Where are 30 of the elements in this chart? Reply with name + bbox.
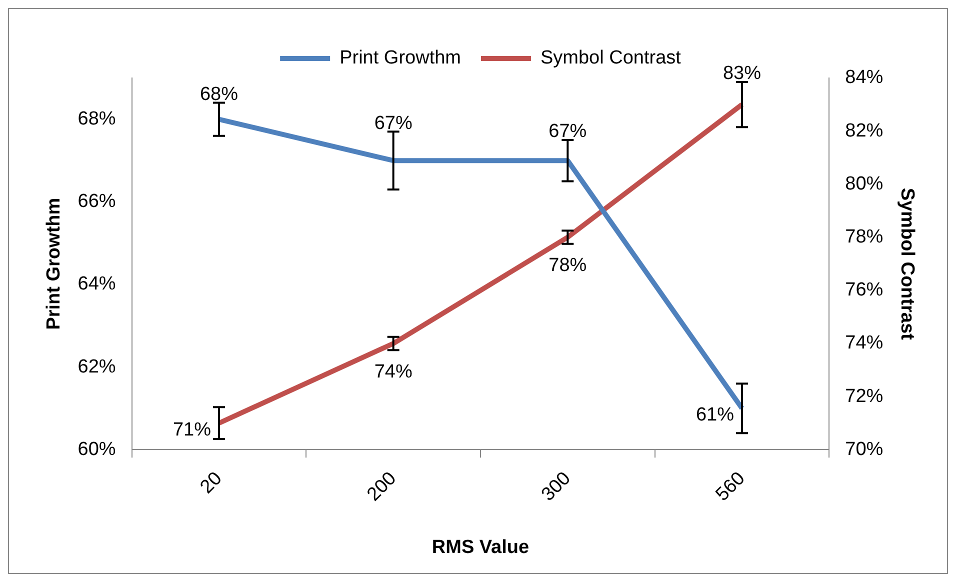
y-tick-label: 68% <box>78 108 116 130</box>
y2-tick-label: 70% <box>845 438 884 460</box>
x-tick-label: 20 <box>196 468 226 498</box>
y-tick-label: 60% <box>78 438 116 460</box>
y-tick-label: 64% <box>78 274 116 295</box>
y2-tick-label: 80% <box>845 173 884 194</box>
x-tick-label: 300 <box>538 468 575 506</box>
y2-tick-label: 72% <box>845 386 884 407</box>
y2-axis-title: Symbol Contrast <box>896 188 918 341</box>
data-label: 83% <box>722 63 762 84</box>
data-label: 78% <box>548 255 587 276</box>
y2-tick-label: 76% <box>845 280 884 301</box>
y-tick-label: 62% <box>78 356 116 378</box>
y2-tick-label: 82% <box>845 120 884 142</box>
data-label: 61% <box>696 404 734 426</box>
data-label: 74% <box>374 361 412 382</box>
x-tick-label: 560 <box>712 468 750 506</box>
y-tick-label: 66% <box>78 191 116 212</box>
y-axis-title: Print Growthm <box>44 198 65 330</box>
data-label: 71% <box>172 419 212 440</box>
legend-label: Symbol Contrast <box>540 48 682 69</box>
y2-tick-label: 84% <box>845 67 884 88</box>
y2-tick-label: 74% <box>845 332 884 354</box>
x-tick-label: 200 <box>363 468 401 506</box>
data-label: 68% <box>200 84 238 106</box>
y2-tick-label: 78% <box>845 226 884 248</box>
data-label: 67% <box>374 112 412 134</box>
legend-label: Print Growthm <box>340 48 461 69</box>
x-axis-title: RMS Value <box>432 536 530 558</box>
data-label: 67% <box>548 121 587 142</box>
